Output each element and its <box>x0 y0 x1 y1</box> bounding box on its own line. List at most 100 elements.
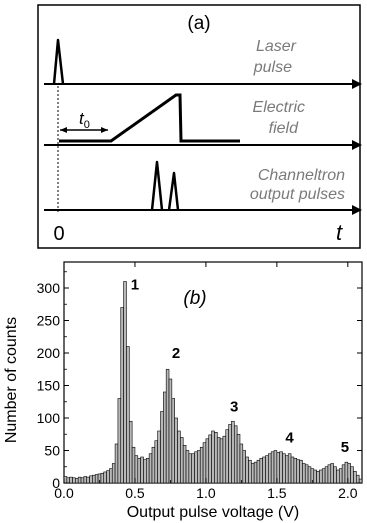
panel-a-frame <box>37 4 361 249</box>
t0-arrow-left-icon <box>60 127 67 133</box>
histogram-bar <box>208 434 212 484</box>
x-axis-label: Output pulse voltage (V) <box>127 504 300 521</box>
histogram-bar <box>157 430 161 484</box>
laser-label-line2: pulse <box>253 59 292 76</box>
histogram-bar <box>211 430 215 484</box>
t0-sub: 0 <box>84 119 90 131</box>
histogram-bar <box>185 450 190 484</box>
histogram-bars <box>63 281 363 484</box>
peak-label: 2 <box>172 345 180 362</box>
peak-annotations: 1 2 3 4 5 <box>131 276 349 456</box>
histogram-bar <box>103 471 107 484</box>
histogram-bar <box>358 478 363 484</box>
y-axis-label: Number of counts <box>3 317 20 443</box>
panel-b-label: (b) <box>183 288 206 309</box>
histogram-bar <box>66 477 70 484</box>
histogram-bar <box>336 469 340 484</box>
histogram-bar <box>216 437 221 484</box>
histogram-bar <box>324 466 329 484</box>
histogram-bar <box>163 391 167 484</box>
histogram-bar <box>114 443 119 484</box>
peak-label: 3 <box>230 399 238 416</box>
origin-label: 0 <box>53 223 64 245</box>
peak-label: 4 <box>285 430 294 447</box>
histogram-bar <box>126 346 130 484</box>
histogram-bar <box>191 453 195 484</box>
x-tick-label: 0.0 <box>54 485 74 501</box>
histogram-bar <box>106 470 110 484</box>
histogram-bar <box>180 437 184 484</box>
histogram-bar <box>160 411 164 484</box>
field-label-line1: Electric <box>253 99 305 116</box>
histogram-bar <box>313 469 317 484</box>
histogram-bar <box>177 430 181 484</box>
histogram-bar <box>202 442 207 484</box>
histogram-bar <box>83 476 88 484</box>
t0-base: t <box>79 109 85 128</box>
histogram-bar <box>188 453 193 484</box>
histogram-bar <box>165 368 170 484</box>
histogram-bar <box>197 450 201 484</box>
histogram-bar <box>353 470 357 484</box>
histogram-bar <box>143 459 147 484</box>
histogram-bar <box>279 451 283 484</box>
panel-a: (a) Laser pulse t0 Electric field Channe… <box>37 4 362 249</box>
x-tick-label: 1.0 <box>196 485 216 501</box>
histogram-bar <box>296 459 300 484</box>
histogram-bar <box>72 477 76 484</box>
field-label-line2: field <box>269 120 299 137</box>
histogram-bar <box>100 472 105 484</box>
histogram-bar <box>248 459 252 484</box>
histogram-bar <box>222 435 227 484</box>
x-tick-label: 0.5 <box>125 485 145 501</box>
y-tick-label: 250 <box>37 313 61 329</box>
y-tick-label: 300 <box>37 280 61 296</box>
y-tick-label: 150 <box>37 378 61 394</box>
channeltron-pulse-2 <box>167 171 180 211</box>
histogram-bar <box>77 476 82 484</box>
histogram-bar <box>86 476 90 484</box>
histogram-bar <box>123 281 127 484</box>
histogram-bar <box>174 417 178 484</box>
field-waveform <box>59 93 240 143</box>
y-axis-ticks: 0 50 100 150 200 250 300 <box>37 271 362 491</box>
histogram-bar <box>146 457 150 484</box>
histogram-bar <box>285 455 289 484</box>
histogram-bar <box>302 463 306 484</box>
histogram-bar <box>75 478 79 484</box>
histogram-bar <box>265 455 269 484</box>
y-tick-label: 50 <box>44 443 60 459</box>
histogram-bar <box>80 477 85 484</box>
laser-arrowhead-icon <box>352 79 362 89</box>
histogram-bar <box>199 446 204 484</box>
channeltron-arrowhead-icon <box>352 205 362 215</box>
histogram-bar <box>194 451 198 484</box>
histogram-bar <box>341 464 346 484</box>
channeltron-pulse-1 <box>150 160 164 211</box>
t0-label: t0 <box>79 109 90 131</box>
histogram-bar <box>270 451 275 484</box>
histogram-bar <box>330 463 334 484</box>
histogram-bar <box>111 463 116 484</box>
histogram-bar <box>259 457 263 484</box>
histogram-bar <box>109 468 113 484</box>
y-tick-label: 0 <box>52 475 60 491</box>
histogram-bar <box>117 398 122 484</box>
histogram-bar <box>245 456 249 484</box>
y-tick-label: 100 <box>37 410 61 426</box>
histogram-bar <box>327 464 332 484</box>
histogram-bar <box>236 433 241 484</box>
histogram-bar <box>239 443 244 484</box>
channeltron-label-line1: Channeltron <box>258 167 345 184</box>
histogram-bar <box>316 470 320 484</box>
histogram-bar <box>140 456 144 484</box>
laser-pulse <box>52 38 65 85</box>
histogram-bar <box>228 424 232 484</box>
histogram-bar <box>233 425 238 484</box>
histogram-bar <box>131 446 136 484</box>
histogram-bar <box>242 450 246 484</box>
histogram-bar <box>214 431 218 484</box>
channeltron-label-line2: output pulses <box>250 186 345 203</box>
t0-arrow-right-icon <box>101 127 108 133</box>
histogram-bar <box>262 456 266 484</box>
